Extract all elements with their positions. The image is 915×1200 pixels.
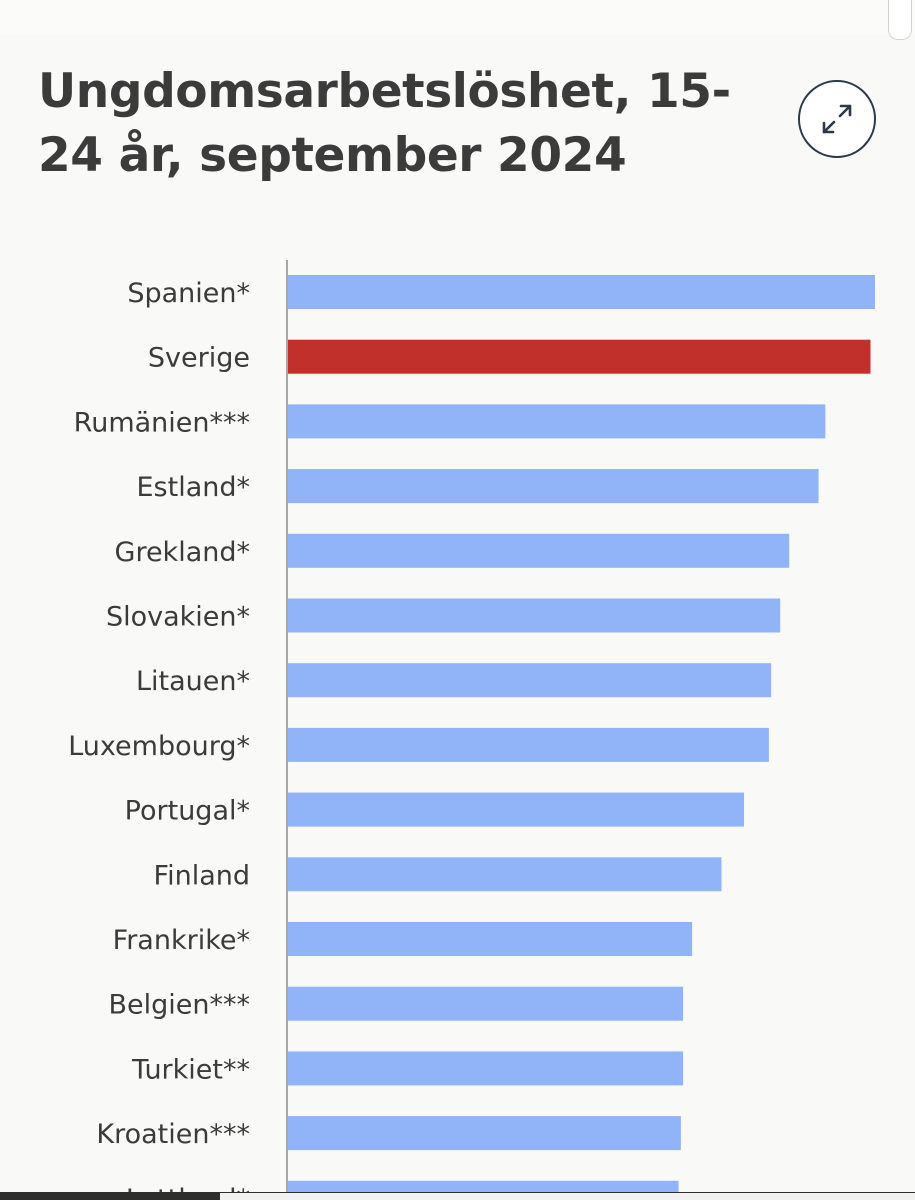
bar-grekland[interactable] — [288, 533, 790, 568]
bar-estland[interactable] — [288, 469, 819, 504]
category-label: Kroatien*** — [96, 1119, 250, 1150]
bar-kroatien[interactable] — [288, 1116, 681, 1151]
category-label: Belgien*** — [109, 990, 251, 1021]
category-label: Grekland* — [115, 537, 250, 568]
category-label: Turkiet** — [131, 1054, 250, 1085]
bar-turkiet[interactable] — [288, 1051, 684, 1086]
bar-lettland[interactable] — [288, 1180, 679, 1192]
category-label: Sverige — [148, 343, 250, 374]
bar-luxembourg[interactable] — [288, 727, 769, 762]
expand-button[interactable] — [798, 80, 876, 158]
bottom-scrollbar-track — [220, 1193, 915, 1200]
bar-finland[interactable] — [288, 857, 722, 892]
category-label: Portugal* — [125, 796, 250, 827]
scrollbar-thumb[interactable] — [888, 0, 912, 40]
category-label: Luxembourg* — [68, 731, 250, 762]
category-label: Rumänien*** — [74, 407, 250, 438]
category-label: Finland — [154, 860, 250, 891]
chart-title-line-1: Ungdomsarbetslöshet, 15- — [38, 64, 731, 119]
bar-slovakien[interactable] — [288, 598, 781, 633]
bar-spanien[interactable] — [288, 275, 875, 309]
category-label: Estland* — [136, 472, 250, 503]
expand-arrows-icon — [822, 104, 852, 134]
category-label: Lettland* — [126, 1184, 250, 1192]
category-label: Spanien* — [127, 278, 250, 309]
bar-sverige[interactable] — [288, 339, 871, 374]
category-label: Litauen* — [136, 666, 250, 697]
bar-litauen[interactable] — [288, 663, 772, 698]
top-strip — [0, 0, 915, 34]
bar-frankrike[interactable] — [288, 922, 693, 956]
category-label: Frankrike* — [113, 925, 250, 956]
bar-portugal[interactable] — [288, 792, 745, 827]
category-label: Slovakien* — [106, 602, 250, 633]
bar-belgien[interactable] — [288, 986, 684, 1021]
chart-title-line-2: 24 år, september 2024 — [38, 128, 627, 183]
bar-rumänien[interactable] — [288, 404, 826, 439]
chart-title: Ungdomsarbetslöshet, 15- 24 år, septembe… — [38, 60, 778, 188]
